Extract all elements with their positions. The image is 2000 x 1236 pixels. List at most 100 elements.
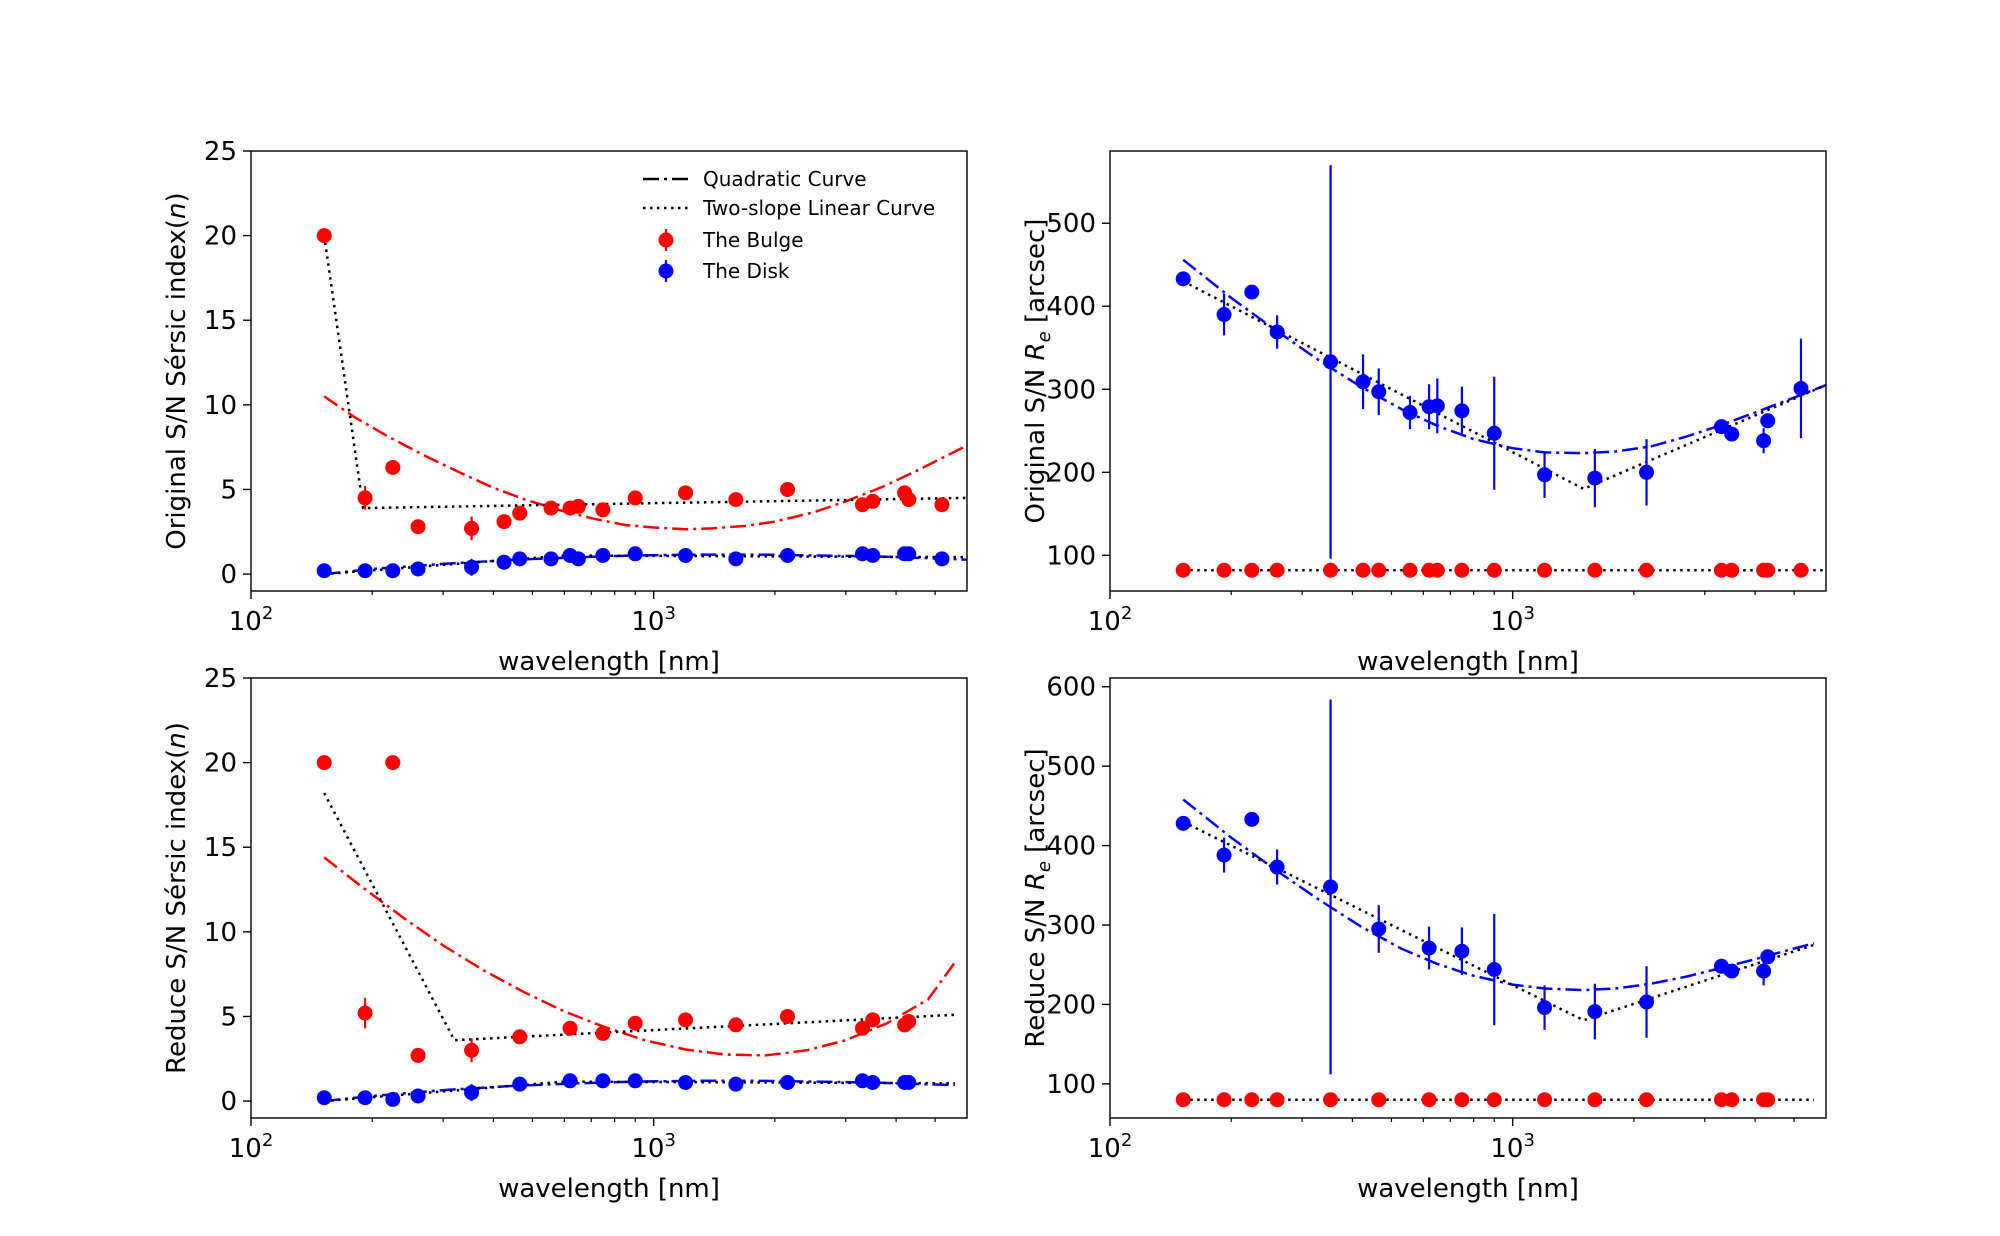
data-point-the-disk [410, 1088, 426, 1104]
y-axis-label-part: Original S/N Sérsic index( [162, 219, 192, 550]
data-point-the-bulge [464, 1042, 480, 1058]
legend-label: Quadratic Curve [703, 167, 867, 191]
data-point-the-bulge [1371, 562, 1387, 578]
data-point-the-disk [1421, 940, 1437, 956]
data-point-the-bulge [901, 492, 917, 508]
x-axis-label: wavelength [nm] [1357, 647, 1579, 677]
data-point-the-bulge [385, 755, 401, 771]
legend-label: The Disk [702, 259, 790, 283]
data-point-the-disk [728, 551, 744, 567]
data-point-the-bulge [410, 519, 426, 535]
y-tick-label: 300 [1046, 911, 1096, 941]
y-axis-label: Original S/N Sérsic index(n) [162, 192, 192, 549]
y-tick-label: 0 [220, 560, 237, 590]
data-point-the-disk [1244, 284, 1260, 300]
data-point-the-bulge [385, 459, 401, 475]
y-axis-label: Reduce S/N Sérsic index(n) [162, 722, 192, 1074]
data-point-the-disk [1429, 398, 1445, 414]
x-tick-base: 10 [229, 607, 262, 637]
x-tick-exponent: 3 [1523, 603, 1534, 624]
data-point-the-bulge [1724, 562, 1740, 578]
data-point-the-disk [1269, 324, 1285, 340]
data-point-the-bulge [865, 493, 881, 509]
y-axis-label-part: R [1021, 872, 1051, 890]
data-point-the-bulge [1269, 1092, 1285, 1108]
y-tick-label: 500 [1046, 209, 1096, 239]
data-point-the-bulge [1639, 1092, 1655, 1108]
y-tick-label: 400 [1046, 832, 1096, 862]
data-point-the-bulge [1713, 562, 1729, 578]
x-axis-label: wavelength [nm] [1357, 1174, 1579, 1204]
data-point-the-disk [1537, 1000, 1553, 1016]
y-tick-label: 500 [1046, 752, 1096, 782]
data-point-the-disk [1175, 271, 1191, 287]
data-point-the-bulge [464, 520, 480, 536]
data-point-the-disk [543, 551, 559, 567]
legend-marker [658, 232, 674, 248]
data-point-the-disk [1760, 413, 1776, 429]
y-axis-label-part: n [162, 202, 192, 218]
x-tick-base: 10 [1088, 1134, 1121, 1164]
data-point-the-disk [1639, 464, 1655, 480]
x-tick-label: 102 [1088, 1130, 1133, 1164]
axes-frame [250, 677, 968, 1119]
fit-line-quadratic-curve-the-bulge [323, 395, 967, 531]
data-point-the-disk [1756, 433, 1772, 449]
y-axis-label-part: Reduce S/N Sérsic index( [162, 749, 192, 1074]
data-point-the-bulge [678, 485, 694, 501]
data-point-the-disk [627, 1073, 643, 1089]
x-tick-label: 102 [229, 1130, 274, 1164]
data-point-the-bulge [1760, 562, 1776, 578]
data-point-the-disk [728, 1076, 744, 1092]
x-tick-base: 10 [1490, 607, 1523, 637]
x-tick-exponent: 3 [664, 603, 675, 624]
x-tick-label: 103 [631, 603, 676, 637]
data-point-the-disk [316, 1090, 332, 1106]
data-point-the-disk [1760, 949, 1776, 965]
data-point-the-disk [1486, 961, 1502, 977]
legend: Quadratic Curve Two-slope Linear Curve The… [643, 167, 935, 283]
y-axis-label-part: ) [162, 192, 192, 202]
data-point-the-disk [385, 1091, 401, 1107]
data-point-the-disk [1323, 879, 1339, 895]
data-point-the-bulge [1323, 1092, 1339, 1108]
x-tick-label: 102 [1088, 603, 1133, 637]
y-axis-label-part: Reduce S/N [1021, 890, 1051, 1047]
data-point-the-bulge [1175, 562, 1191, 578]
data-point-the-bulge [1244, 1092, 1260, 1108]
x-tick-exponent: 3 [664, 1130, 675, 1151]
data-point-the-bulge [1587, 1092, 1603, 1108]
y-tick-label: 200 [1046, 990, 1096, 1020]
y-tick-label: 600 [1046, 673, 1096, 703]
data-point-the-bulge [1216, 562, 1232, 578]
data-point-the-bulge [1724, 1092, 1740, 1108]
data-point-the-bulge [316, 228, 332, 244]
data-point-the-disk [934, 551, 950, 567]
data-point-the-disk [901, 546, 917, 562]
y-axis-label-part: Original S/N [1021, 360, 1051, 523]
data-point-the-bulge [865, 1012, 881, 1028]
data-point-the-bulge [1323, 562, 1339, 578]
data-point-the-bulge [1537, 1092, 1553, 1108]
data-point-the-disk [1724, 963, 1740, 979]
x-axis-label: wavelength [nm] [498, 1174, 720, 1204]
fit-line-two-slope-linear-curve-the-disk [1182, 820, 1815, 1022]
data-point-the-bulge [1429, 562, 1445, 578]
data-point-the-disk [678, 547, 694, 563]
data-point-the-disk [496, 554, 512, 570]
data-point-the-disk [562, 1073, 578, 1089]
fit-line-quadratic-curve-the-disk [1182, 798, 1815, 992]
x-tick-base: 10 [229, 1134, 262, 1164]
y-tick-label: 100 [1046, 1070, 1096, 1100]
y-tick-label: 15 [204, 306, 237, 336]
data-point-the-disk [512, 1076, 528, 1092]
y-tick-label: 25 [204, 664, 237, 694]
data-point-the-bulge [1175, 1092, 1191, 1108]
data-point-the-disk [316, 563, 332, 579]
axes-frame [250, 150, 968, 592]
data-point-the-disk [1323, 354, 1339, 370]
data-point-the-bulge [570, 498, 586, 514]
data-point-the-disk [385, 563, 401, 579]
